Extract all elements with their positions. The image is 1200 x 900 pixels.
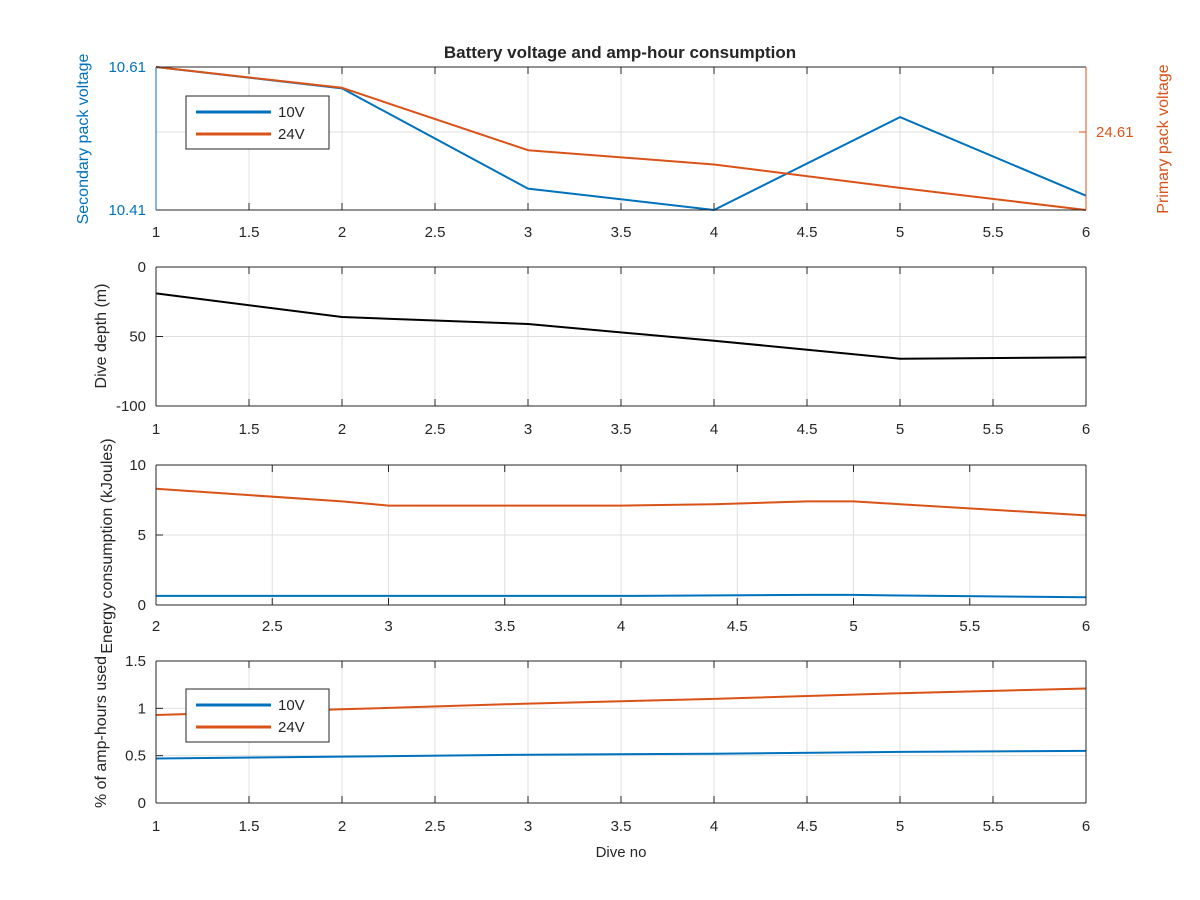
y-tick-label: 10.41: [108, 202, 146, 219]
x-tick-label: 3: [524, 818, 532, 835]
x-tick-label: 5.5: [983, 224, 1004, 241]
x-tick-label: 4.5: [797, 224, 818, 241]
x-tick-label: 1: [152, 224, 160, 241]
x-tick-label: 4: [710, 224, 718, 241]
x-tick-label: 4: [710, 818, 718, 835]
x-tick-label: 5.5: [959, 618, 980, 635]
y-tick-label: 1.5: [125, 653, 146, 670]
x-tick-label: 3.5: [494, 618, 515, 635]
x-tick-label: 5: [896, 224, 904, 241]
y-tick-label: 10.61: [108, 59, 146, 76]
figure-title: Battery voltage and amp-hour consumption: [444, 43, 796, 62]
y-tick-label: 0: [138, 259, 146, 276]
x-tick-label: 2.5: [425, 818, 446, 835]
series-24v-line: [155, 66, 1087, 211]
voltage-subplot: 1 1.5 2 2.5 3 3.5 4 4.5 5 5.5 6 10.41 10.61 24.61 Seco…: [75, 54, 1172, 241]
y-tick-label: -100: [116, 398, 146, 415]
y-axis-label-right: Primary pack voltage: [1155, 64, 1172, 213]
amphours-subplot: 1 1.5 2 2.5 3 3.5 4 4.5 5 5.5 6 0 0.5 1 1.5 % of amp-ho…: [93, 653, 1090, 861]
legend-box: [185, 688, 330, 743]
x-tick-label: 2.5: [425, 421, 446, 438]
x-tick-label: 1.5: [239, 818, 260, 835]
energy-subplot: 2 2.5 3 3.5 4 4.5 5 5.5 6 0 5 10 Energy consumption …: [99, 438, 1090, 653]
y-axis-label: % of amp-hours used: [93, 656, 110, 808]
x-tick-label: 1: [152, 421, 160, 438]
y-axis-label-left: Secondary pack voltage: [75, 54, 92, 225]
x-tick-label: 3.5: [611, 421, 632, 438]
legend-label: 10V: [278, 104, 305, 121]
x-tick-label: 3.5: [611, 224, 632, 241]
series-10v-line: [155, 749, 1087, 760]
depth-subplot: 1 1.5 2 2.5 3 3.5 4 4.5 5 5.5 6 0 50 -100 Dive depth (…: [93, 259, 1090, 438]
legend-box: [185, 95, 330, 150]
x-tick-label: 5.5: [983, 421, 1004, 438]
x-axis-label: Dive no: [596, 844, 647, 861]
x-tick-label: 5: [849, 618, 857, 635]
x-tick-label: 4.5: [797, 421, 818, 438]
y-tick-label: 5: [138, 527, 146, 544]
y-tick-label: 10: [129, 457, 146, 474]
x-tick-label: 1.5: [239, 421, 260, 438]
y-tick-label: 0: [138, 795, 146, 812]
legend-label: 24V: [278, 719, 305, 736]
x-tick-label: 6: [1082, 421, 1090, 438]
x-tick-label: 2: [338, 421, 346, 438]
y-axis-label: Energy consumption (kJoules): [99, 438, 116, 653]
y-tick-label: 50: [129, 329, 146, 346]
y-tick-label: 1: [138, 700, 146, 717]
x-tick-label: 3: [524, 421, 532, 438]
x-tick-label: 4: [617, 618, 625, 635]
x-tick-label: 1: [152, 818, 160, 835]
x-tick-label: 2: [152, 618, 160, 635]
y-axis-label: Dive depth (m): [93, 284, 110, 389]
y-right-tick-label: 24.61: [1096, 124, 1134, 141]
x-tick-label: 4.5: [727, 618, 748, 635]
x-tick-label: 2: [338, 818, 346, 835]
x-tick-label: 2.5: [425, 224, 446, 241]
legend-label: 24V: [278, 126, 305, 143]
x-tick-label: 6: [1082, 818, 1090, 835]
x-tick-label: 4.5: [797, 818, 818, 835]
legend-label: 10V: [278, 697, 305, 714]
x-tick-label: 3.5: [611, 818, 632, 835]
series-10v-line: [156, 593, 1087, 599]
x-tick-label: 5: [896, 421, 904, 438]
x-tick-label: 2.5: [262, 618, 283, 635]
x-tick-label: 6: [1082, 618, 1090, 635]
x-tick-label: 5: [896, 818, 904, 835]
x-tick-label: 4: [710, 421, 718, 438]
x-tick-label: 3: [524, 224, 532, 241]
subplots: 1 1.5 2 2.5 3 3.5 4 4.5 5 5.5 6 10.41 10.61 24.61 Seco…: [75, 54, 1172, 861]
x-tick-label: 3: [384, 618, 392, 635]
series-24v-line: [155, 487, 1087, 517]
x-tick-label: 6: [1082, 224, 1090, 241]
x-tick-label: 5.5: [983, 818, 1004, 835]
depth-line: [155, 292, 1087, 360]
x-tick-label: 1.5: [239, 224, 260, 241]
x-tick-label: 2: [338, 224, 346, 241]
y-tick-label: 0: [138, 597, 146, 614]
y-tick-label: 0.5: [125, 748, 146, 765]
